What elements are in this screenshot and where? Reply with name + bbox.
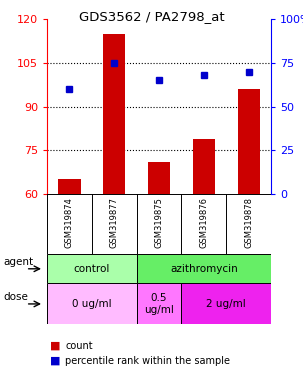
- Text: azithromycin: azithromycin: [170, 264, 238, 274]
- Text: 0.5
ug/ml: 0.5 ug/ml: [144, 293, 174, 315]
- Text: GSM319876: GSM319876: [199, 197, 208, 248]
- Text: 0 ug/ml: 0 ug/ml: [72, 299, 112, 309]
- Bar: [181, 283, 271, 324]
- Bar: [193, 139, 215, 194]
- Text: count: count: [65, 341, 93, 351]
- Bar: [148, 162, 170, 194]
- Bar: [103, 34, 125, 194]
- Bar: [137, 254, 271, 283]
- Text: dose: dose: [3, 292, 28, 302]
- Text: ■: ■: [50, 356, 61, 366]
- Text: agent: agent: [3, 257, 33, 267]
- Text: control: control: [74, 264, 110, 274]
- Text: GDS3562 / PA2798_at: GDS3562 / PA2798_at: [79, 10, 224, 23]
- Bar: [47, 283, 137, 324]
- Bar: [137, 283, 181, 324]
- Text: percentile rank within the sample: percentile rank within the sample: [65, 356, 230, 366]
- Bar: [47, 254, 137, 283]
- Text: GSM319878: GSM319878: [244, 197, 253, 248]
- Text: 2 ug/ml: 2 ug/ml: [206, 299, 246, 309]
- Text: GSM319874: GSM319874: [65, 197, 74, 248]
- Bar: [58, 179, 81, 194]
- Text: GSM319875: GSM319875: [155, 197, 164, 248]
- Text: ■: ■: [50, 341, 61, 351]
- Text: GSM319877: GSM319877: [110, 197, 119, 248]
- Bar: [238, 89, 260, 194]
